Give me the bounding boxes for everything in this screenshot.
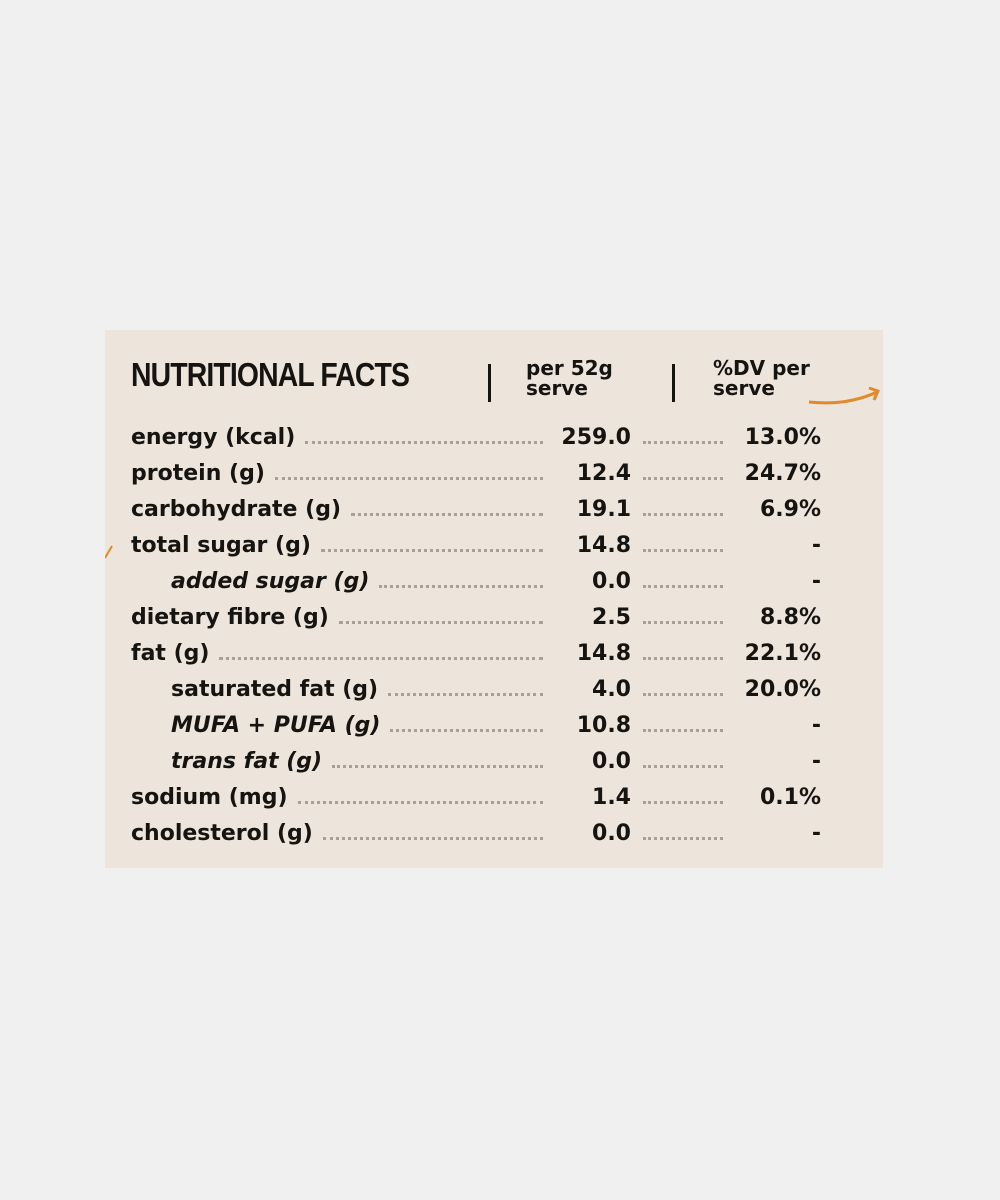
nutrient-value: 19.1 — [576, 497, 631, 522]
nutrient-label: protein (g) — [131, 461, 265, 486]
dot-leader — [305, 441, 543, 444]
decorative-mark-icon — [105, 545, 113, 559]
nutrient-value: 0.0 — [592, 821, 631, 846]
nutrient-value: 12.4 — [576, 461, 631, 486]
dot-leader — [643, 441, 723, 444]
nutrient-dv: - — [811, 533, 821, 558]
dot-leader — [643, 513, 723, 516]
header-divider — [672, 364, 675, 402]
dot-leader — [643, 837, 723, 840]
nutrient-dv: 24.7% — [744, 461, 821, 486]
nutrient-value: 14.8 — [576, 641, 631, 666]
dot-leader — [379, 585, 543, 588]
dot-leader — [390, 729, 543, 732]
nutrient-value: 10.8 — [576, 713, 631, 738]
dv-header: %DV per serve — [713, 358, 810, 398]
nutrient-label: cholesterol (g) — [131, 821, 313, 846]
nutrient-label: fat (g) — [131, 641, 210, 666]
per-serve-header-line2: serve — [526, 376, 588, 400]
nutrient-value: 2.5 — [592, 605, 631, 630]
nutrient-dv: 13.0% — [744, 425, 821, 450]
nutrient-row: dietary fibre (g) 2.5 8.8% — [131, 605, 821, 641]
nutrient-row: sodium (mg) 1.4 0.1% — [131, 785, 821, 821]
dot-leader — [643, 765, 723, 768]
dv-header-line2: serve — [713, 376, 775, 400]
nutrient-row: energy (kcal) 259.0 13.0% — [131, 425, 821, 461]
nutrient-dv: - — [811, 569, 821, 594]
dot-leader — [320, 549, 543, 552]
arrow-icon — [808, 386, 881, 405]
dot-leader — [643, 585, 723, 588]
nutrient-value: 14.8 — [576, 533, 631, 558]
nutrient-label: dietary fibre (g) — [131, 605, 329, 630]
nutrient-dv: 20.0% — [744, 677, 821, 702]
dot-leader — [643, 801, 723, 804]
dot-leader — [643, 729, 723, 732]
nutrient-row: cholesterol (g) 0.0 - — [131, 821, 821, 857]
nutrient-row: total sugar (g) 14.8 - — [131, 533, 821, 569]
nutrient-label: energy (kcal) — [131, 425, 296, 450]
nutrient-dv: 6.9% — [759, 497, 821, 522]
nutrient-dv: - — [811, 713, 821, 738]
nutrient-row: protein (g) 12.4 24.7% — [131, 461, 821, 497]
dot-leader — [274, 477, 543, 480]
dot-leader — [322, 837, 543, 840]
nutrient-dv: 0.1% — [759, 785, 821, 810]
nutrient-dv: - — [811, 749, 821, 774]
dot-leader — [351, 513, 543, 516]
nutrient-value: 4.0 — [592, 677, 631, 702]
nutrient-label: trans fat (g) — [171, 749, 323, 774]
nutrient-value: 259.0 — [561, 425, 631, 450]
nutrient-row: fat (g) 14.8 22.1% — [131, 641, 821, 677]
nutrient-label: total sugar (g) — [131, 533, 311, 558]
nutrient-value: 1.4 — [592, 785, 631, 810]
nutrient-dv: - — [811, 821, 821, 846]
header-divider — [488, 364, 491, 402]
dot-leader — [643, 477, 723, 480]
panel-title: NUTRITIONAL FACTS — [131, 356, 410, 393]
nutrient-value: 0.0 — [592, 749, 631, 774]
nutrient-label: carbohydrate (g) — [131, 497, 341, 522]
dot-leader — [332, 765, 543, 768]
nutrient-label: sodium (mg) — [131, 785, 288, 810]
nutrient-table: energy (kcal) 259.0 13.0% protein (g) 12.4 24… — [131, 425, 821, 857]
nutrition-facts-panel: NUTRITIONAL FACTS per 52g serve %DV per … — [105, 330, 883, 868]
nutrient-value: 0.0 — [592, 569, 631, 594]
nutrient-row: added sugar (g) 0.0 - — [131, 569, 821, 605]
dot-leader — [643, 657, 723, 660]
nutrient-row: carbohydrate (g) 19.1 6.9% — [131, 497, 821, 533]
dot-leader — [219, 657, 543, 660]
dot-leader — [297, 801, 543, 804]
dv-header-line1: %DV per — [713, 356, 810, 380]
nutrient-label: MUFA + PUFA (g) — [171, 713, 381, 738]
nutrient-dv: 8.8% — [759, 605, 821, 630]
nutrient-dv: 22.1% — [744, 641, 821, 666]
dot-leader — [388, 693, 543, 696]
dot-leader — [643, 621, 723, 624]
per-serve-header-line1: per 52g — [526, 356, 613, 380]
nutrient-row: MUFA + PUFA (g) 10.8 - — [131, 713, 821, 749]
nutrient-row: trans fat (g) 0.0 - — [131, 749, 821, 785]
nutrient-label: saturated fat (g) — [171, 677, 379, 702]
per-serve-header: per 52g serve — [526, 358, 613, 398]
nutrient-label: added sugar (g) — [171, 569, 370, 594]
dot-leader — [643, 549, 723, 552]
nutrient-row: saturated fat (g) 4.0 20.0% — [131, 677, 821, 713]
dot-leader — [643, 693, 723, 696]
dot-leader — [338, 621, 543, 624]
